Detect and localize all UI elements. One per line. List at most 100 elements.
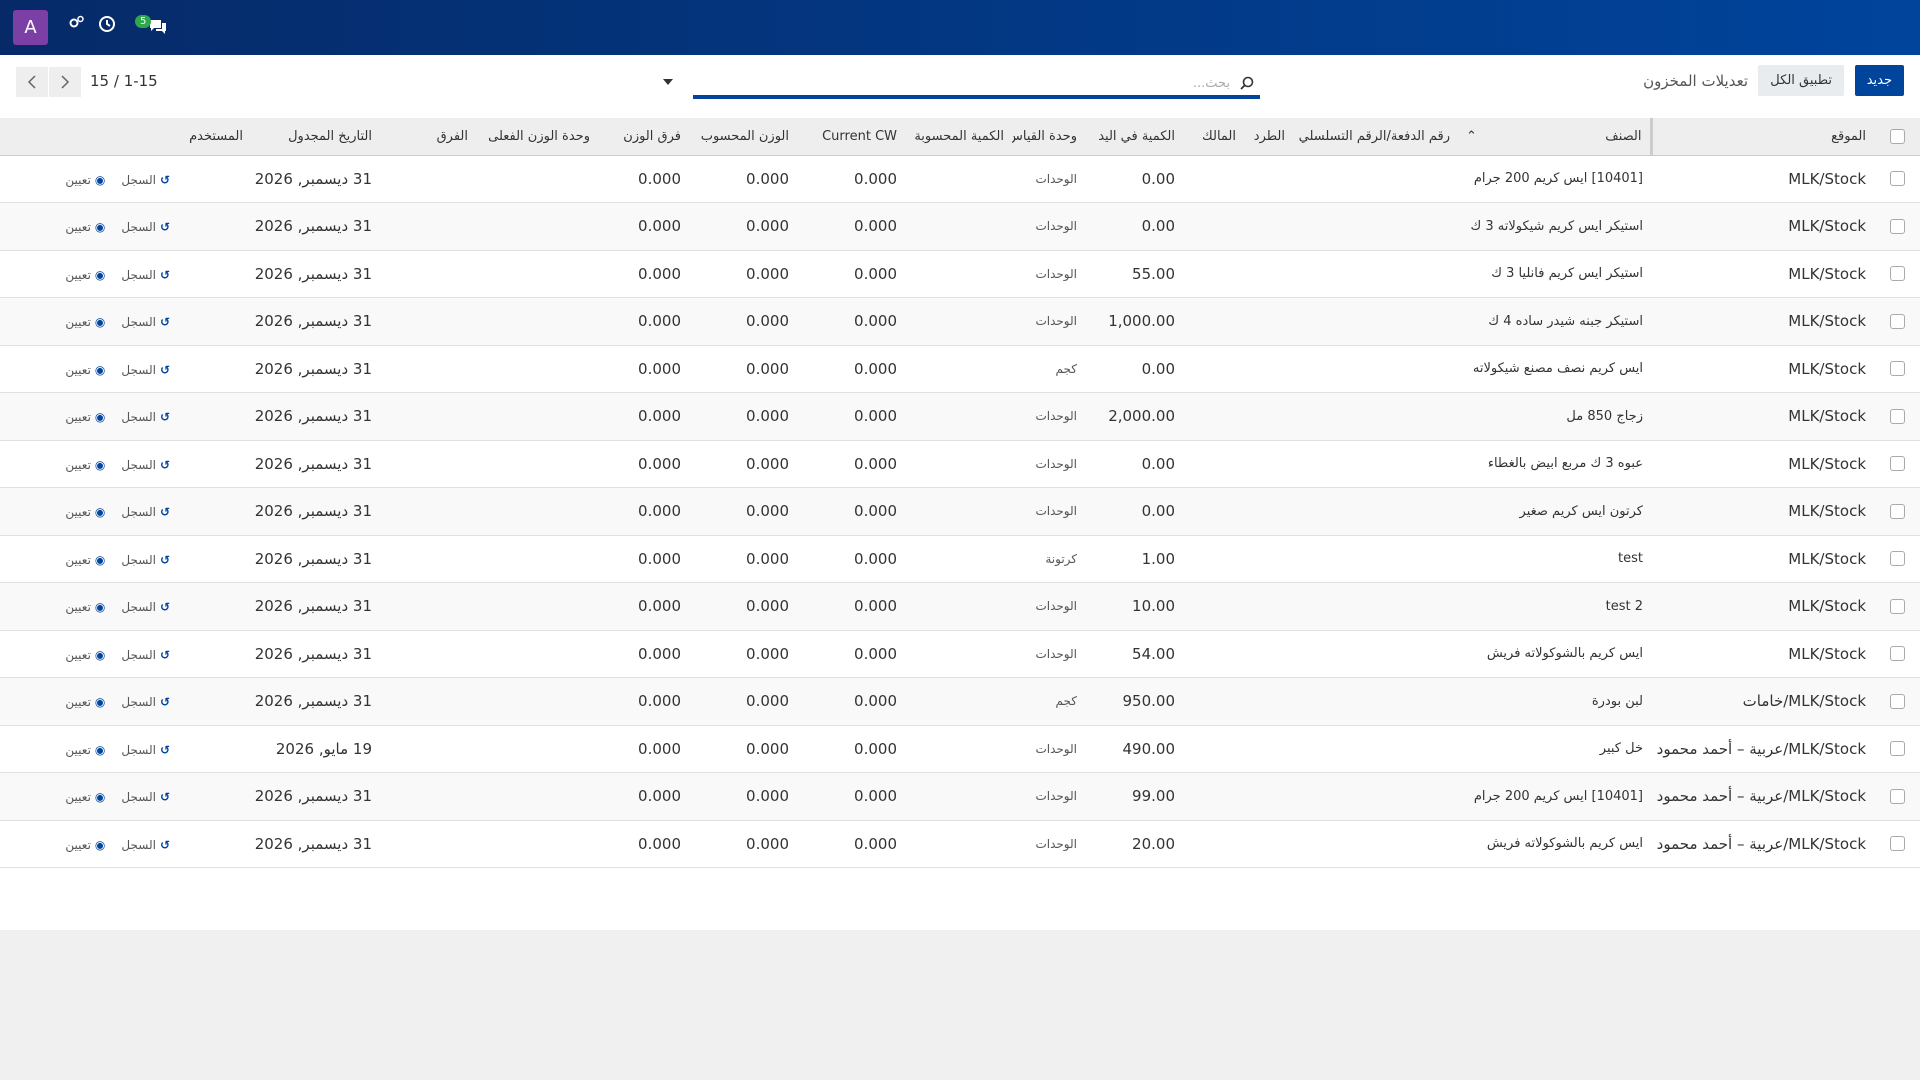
empty-cell [1183, 630, 1244, 678]
checkbox[interactable] [1889, 741, 1905, 757]
empty-cell [905, 535, 1012, 583]
history-button[interactable]: ↺السجل [121, 695, 170, 709]
checkbox[interactable] [1889, 313, 1905, 329]
history-button[interactable]: ↺السجل [121, 648, 170, 662]
column-header[interactable]: وحدة الوزن الفعلى [476, 118, 598, 156]
activity-icon[interactable] [98, 15, 116, 33]
history-button[interactable]: ↺السجل [121, 410, 170, 424]
column-header[interactable]: الوزن المحسوب [689, 118, 797, 156]
quantity-cell: 2,000.00 [1085, 392, 1183, 441]
assign-icon: ◉ [94, 267, 106, 282]
history-button[interactable]: ↺السجل [121, 315, 170, 329]
column-header[interactable]: الموقع [1651, 118, 1874, 156]
column-header[interactable]: المالك [1183, 118, 1244, 156]
product-cell: لبن بودرة [1458, 677, 1651, 726]
empty-cell [178, 392, 251, 441]
settings-icon[interactable] [68, 15, 84, 31]
checkbox[interactable] [1889, 361, 1905, 377]
assign-button[interactable]: ◉تعيين [65, 220, 105, 234]
assign-button[interactable]: ◉تعيين [65, 838, 105, 852]
table-row[interactable]: MLK/Stock كرتون ايس كريم صغير 0.00 الوحدات 0… [0, 487, 1920, 536]
column-header[interactable]: الطرد [1244, 118, 1293, 156]
history-button[interactable]: ↺السجل [121, 173, 170, 187]
table-row[interactable]: MLK/Stock [10401] ايس كريم 200 جرام 0.00 ال… [0, 155, 1920, 203]
checkbox[interactable] [1889, 503, 1905, 519]
checkbox[interactable] [1889, 788, 1905, 804]
checkbox[interactable] [1889, 646, 1905, 662]
actions-cell: ↺السجل ◉تعيين [0, 582, 178, 631]
checkbox[interactable] [1889, 836, 1905, 852]
assign-button[interactable]: ◉تعيين [65, 458, 105, 472]
table-row[interactable]: MLK/Stock ايس كريم بالشوكولاته فريش 54.00 ا… [0, 630, 1920, 678]
column-header[interactable]: رقم الدفعة/الرقم التسلسلي [1293, 118, 1458, 156]
table-row[interactable]: MLK/Stock/عربية – أحمد محمود [10401] ايس … [0, 772, 1920, 821]
assign-label: تعيين [65, 362, 91, 377]
assign-icon: ◉ [94, 172, 106, 187]
table-row[interactable]: MLK/Stock استيكر ايس كريم شيكولاته 3 ك 0.0… [0, 202, 1920, 251]
column-header[interactable]: الصنف ⌃ [1458, 118, 1653, 156]
new-button[interactable]: جديد [1854, 65, 1904, 96]
column-header[interactable]: Current CW [797, 118, 905, 156]
apply-all-button[interactable]: تطبيق الكل [1758, 65, 1844, 96]
table-row[interactable]: MLK/Stock زجاج 850 مل 2,000.00 الوحدات 0.000… [0, 392, 1920, 441]
table-row[interactable]: MLK/Stock test 2 10.00 الوحدات 0.000 0.000 0.0… [0, 582, 1920, 631]
checkbox[interactable] [1889, 128, 1905, 144]
assign-button[interactable]: ◉تعيين [65, 268, 105, 282]
checkbox[interactable] [1889, 218, 1905, 234]
history-button[interactable]: ↺السجل [121, 838, 170, 852]
assign-button[interactable]: ◉تعيين [65, 410, 105, 424]
pager-buttons[interactable] [16, 67, 82, 97]
search-bar[interactable]: بحث... [663, 69, 1260, 99]
table-row[interactable]: MLK/Stock استيكر جبنه شيدر ساده 4 ك 1,000.… [0, 297, 1920, 346]
table-row[interactable]: MLK/Stock استيكر ايس كريم فانليا 3 ك 55.00… [0, 250, 1920, 298]
avatar[interactable]: A [13, 10, 48, 45]
column-header[interactable]: فرق الوزن [598, 118, 689, 156]
search-toggle[interactable] [663, 79, 673, 85]
checkbox[interactable] [1889, 408, 1905, 424]
table-row[interactable]: MLK/Stock عبوه 3 ك مربع ابيض بالغطاء 0.00 ا… [0, 440, 1920, 488]
history-label: السجل [121, 790, 156, 805]
checkbox[interactable] [1889, 598, 1905, 614]
history-button[interactable]: ↺السجل [121, 458, 170, 472]
assign-button[interactable]: ◉تعيين [65, 600, 105, 614]
select-cell [1874, 297, 1920, 346]
history-button[interactable]: ↺السجل [121, 553, 170, 567]
computed-weight-cell: 0.000 [689, 772, 797, 821]
assign-button[interactable]: ◉تعيين [65, 363, 105, 377]
table-row[interactable]: MLK/Stock/عربية – أحمد محمود خل كبير 490.0… [0, 725, 1920, 773]
weight-diff-cell: 0.000 [598, 630, 689, 678]
history-button[interactable]: ↺السجل [121, 220, 170, 234]
empty-cell [380, 820, 476, 868]
assign-button[interactable]: ◉تعيين [65, 315, 105, 329]
assign-button[interactable]: ◉تعيين [65, 505, 105, 519]
checkbox[interactable] [1889, 171, 1905, 187]
column-header[interactable]: وحدة القياس [1012, 118, 1085, 156]
assign-button[interactable]: ◉تعيين [65, 648, 105, 662]
table-row[interactable]: MLK/Stock test 1.00 كرتونة 0.000 0.000 0.000 31… [0, 535, 1920, 583]
column-header[interactable]: التاريخ المجدول [251, 118, 380, 156]
assign-button[interactable]: ◉تعيين [65, 553, 105, 567]
checkbox[interactable] [1889, 266, 1905, 282]
table-row[interactable]: MLK/Stock ايس كريم نصف مصنع شيكولاته 0.00 ك… [0, 345, 1920, 393]
table-row[interactable]: MLK/Stock/خامات لبن بودرة 950.00 كجم 0.000 0.… [0, 677, 1920, 726]
assign-button[interactable]: ◉تعيين [65, 790, 105, 804]
history-button[interactable]: ↺السجل [121, 600, 170, 614]
checkbox[interactable] [1889, 551, 1905, 567]
column-header[interactable]: الكمية المحسوبة [905, 118, 1012, 156]
history-button[interactable]: ↺السجل [121, 505, 170, 519]
assign-button[interactable]: ◉تعيين [65, 695, 105, 709]
history-button[interactable]: ↺السجل [121, 268, 170, 282]
messages-icon[interactable] [148, 17, 168, 35]
checkbox[interactable] [1889, 693, 1905, 709]
assign-button[interactable]: ◉تعيين [65, 173, 105, 187]
history-button[interactable]: ↺السجل [121, 363, 170, 377]
history-button[interactable]: ↺السجل [121, 790, 170, 804]
table-row[interactable]: MLK/Stock/عربية – أحمد محمود ايس كريم بال… [0, 820, 1920, 868]
checkbox[interactable] [1889, 456, 1905, 472]
column-header[interactable]: الفرق [380, 118, 476, 156]
history-button[interactable]: ↺السجل [121, 743, 170, 757]
history-icon: ↺ [159, 790, 170, 805]
column-header[interactable]: المستخدم [178, 118, 251, 156]
column-header[interactable]: الكمية في اليد [1085, 118, 1183, 156]
assign-button[interactable]: ◉تعيين [65, 743, 105, 757]
